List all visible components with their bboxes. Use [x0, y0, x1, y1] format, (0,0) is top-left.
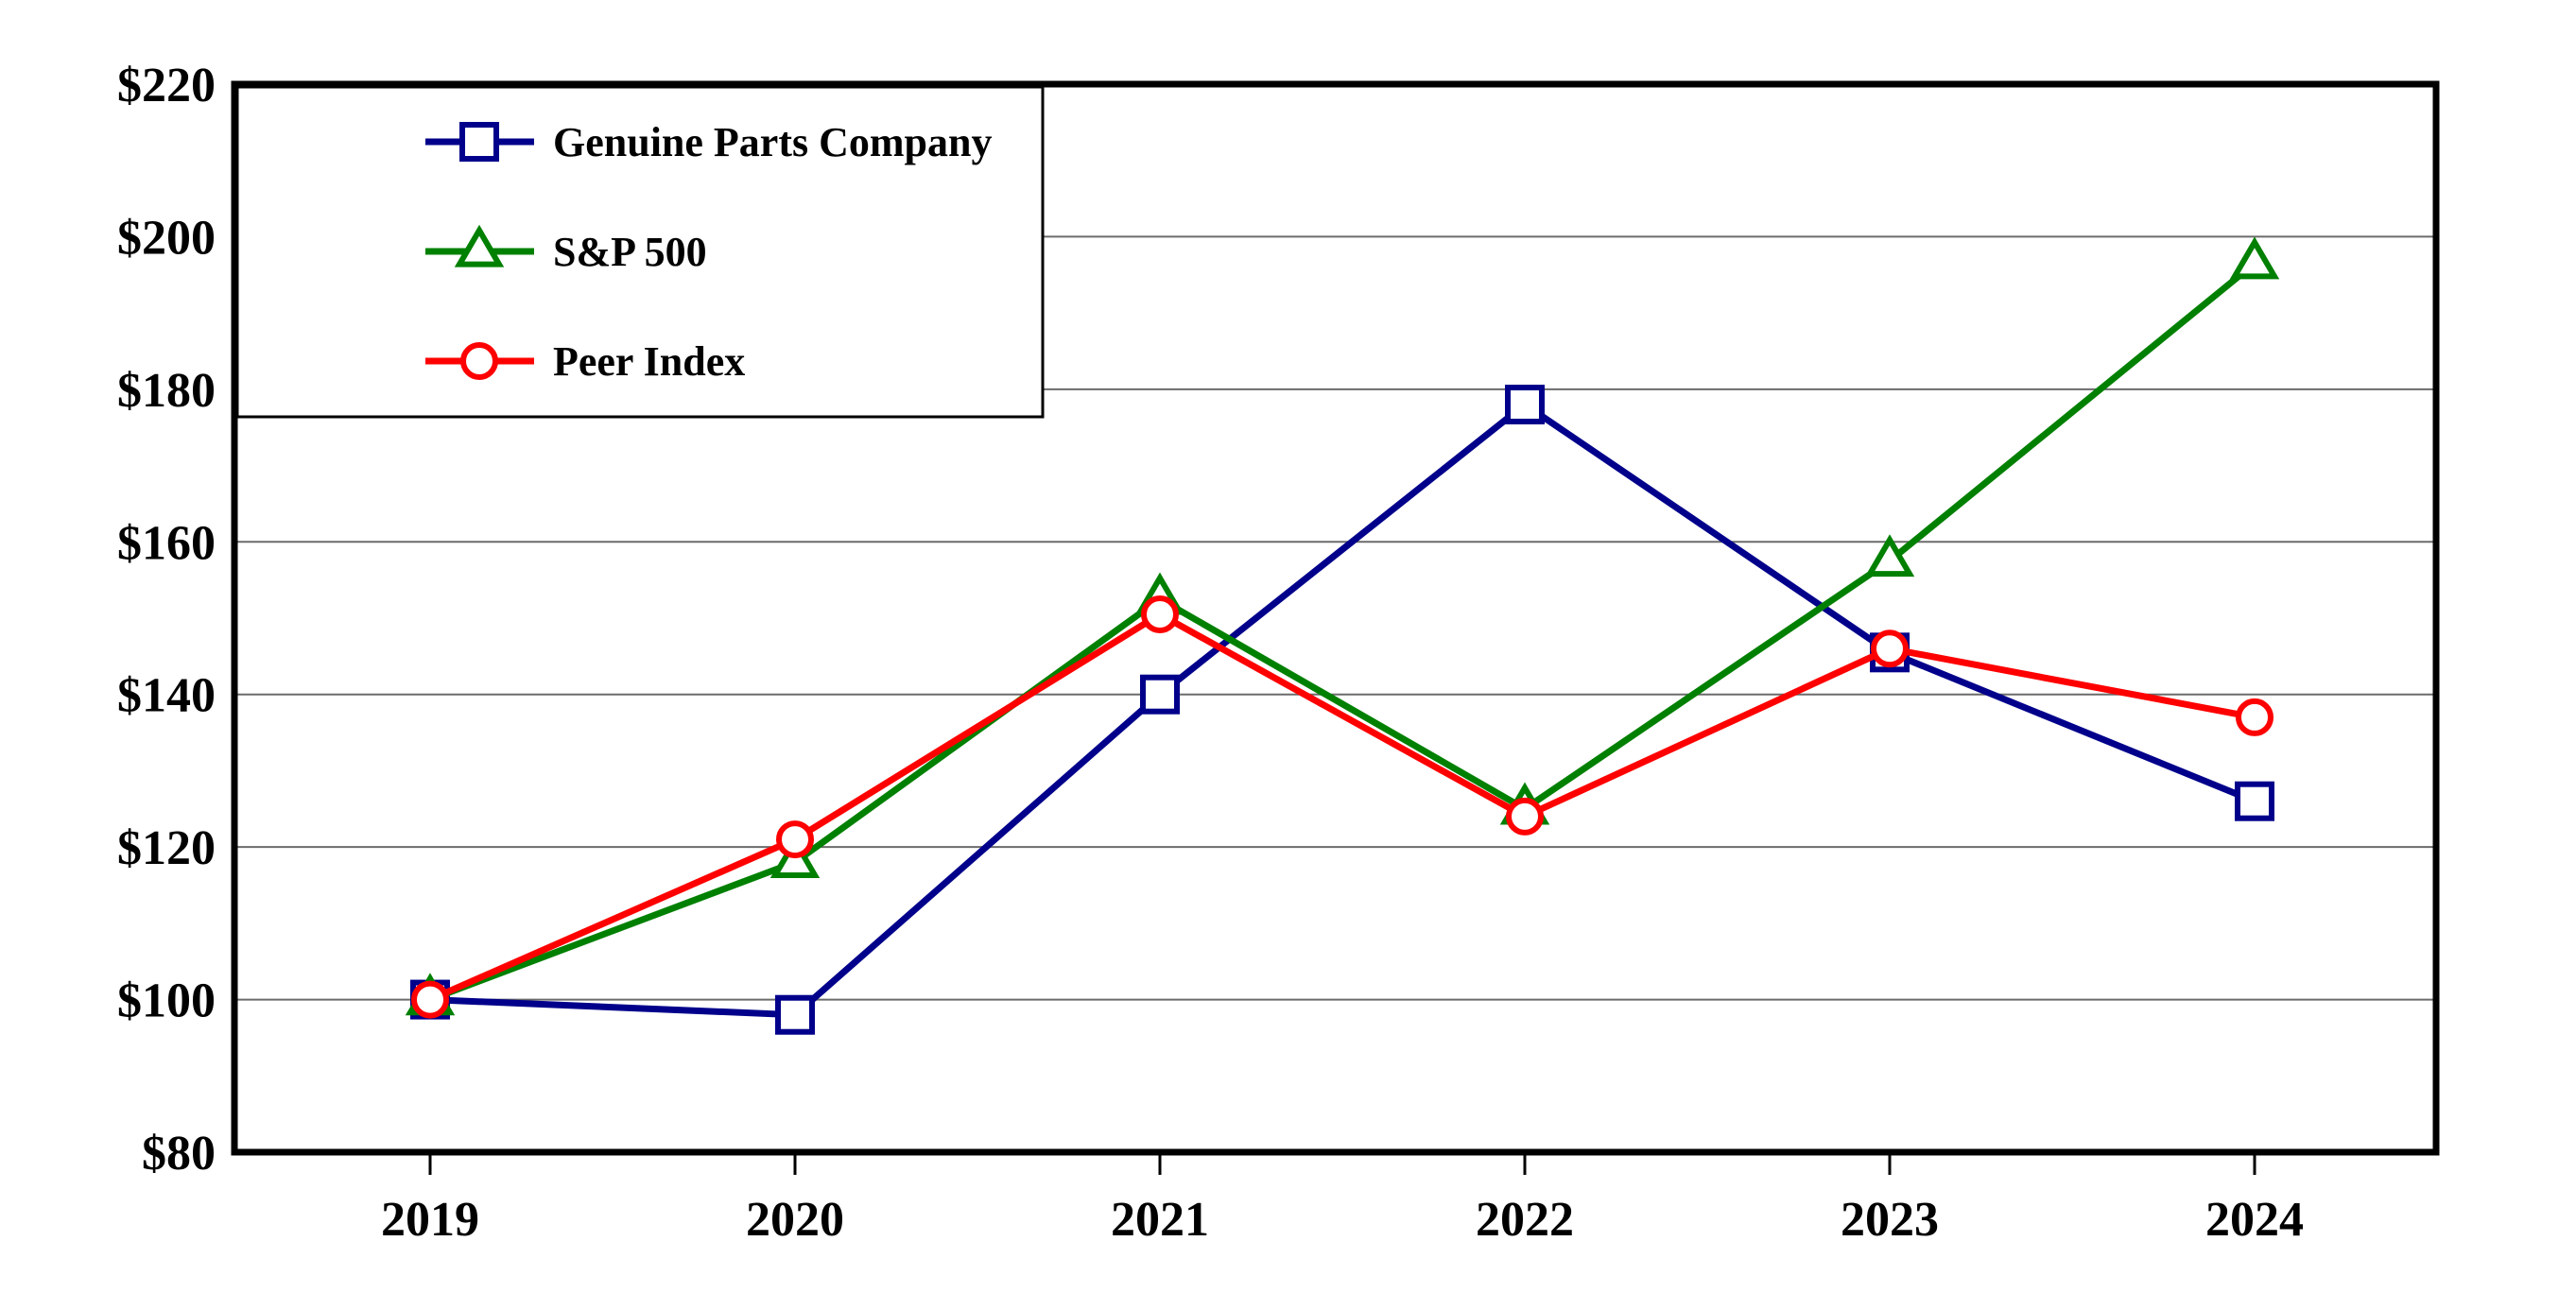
legend-s-p-500-triangle-marker [454, 224, 505, 267]
genuine-parts-company-point-2022-square-marker [1505, 385, 1545, 424]
peer-index-point-2019-circle-marker [411, 980, 449, 1019]
x-axis-label: 2019 [381, 1193, 479, 1247]
series-line-peer-index [428, 610, 2256, 1003]
genuine-parts-company-point-2021-square-marker [1140, 674, 1180, 715]
x-axis-label: 2021 [1111, 1193, 1209, 1247]
y-axis-label: $80 [142, 1127, 216, 1181]
y-axis-label: $220 [117, 59, 216, 112]
peer-index-point-2024-circle-marker [2236, 698, 2273, 736]
x-axis-label: 2023 [1841, 1193, 1939, 1247]
y-axis-label: $200 [117, 211, 216, 265]
y-axis-label: $180 [117, 364, 216, 418]
s-p-500-point-2024-triangle-marker [2229, 236, 2280, 280]
genuine-parts-company-point-2020-square-marker [775, 994, 815, 1035]
y-axis-label: $140 [117, 669, 216, 723]
y-axis-label: $100 [117, 974, 216, 1028]
legend-label-s-p-500: S&P 500 [553, 229, 707, 275]
x-axis-label: 2022 [1476, 1193, 1574, 1247]
legend-box [235, 85, 1045, 419]
genuine-parts-company-point-2024-square-marker [2235, 781, 2274, 821]
series-line-s-p-500 [428, 260, 2257, 1003]
peer-index-point-2021-circle-marker [1141, 595, 1179, 633]
y-axis-label: $160 [117, 516, 216, 570]
legend-peer-index-circle-marker [460, 342, 498, 380]
plot-frame [231, 80, 2440, 1156]
series-line-genuine-parts-company [429, 400, 2256, 1019]
x-axis-label: 2024 [2205, 1193, 2304, 1247]
legend-label-peer-index: Peer Index [553, 338, 745, 385]
peer-index-point-2023-circle-marker [1871, 629, 1909, 668]
s-p-500-point-2023-triangle-marker [1864, 534, 1915, 578]
y-axis-label: $120 [117, 821, 216, 875]
x-axis-label: 2020 [746, 1193, 844, 1247]
peer-index-point-2020-circle-marker [776, 820, 814, 859]
legend-genuine-parts-company-square-marker [459, 122, 499, 162]
peer-index-point-2022-circle-marker [1506, 797, 1544, 836]
legend-label-genuine-parts-company: Genuine Parts Company [553, 119, 992, 165]
